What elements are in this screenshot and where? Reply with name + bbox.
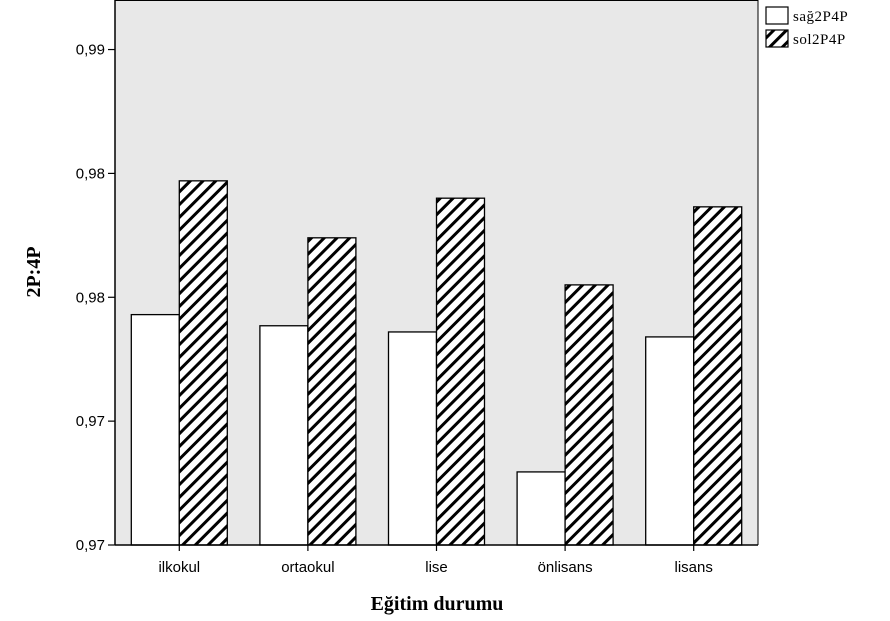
legend-label-sol: sol2P4P (793, 32, 846, 48)
legend-swatch-sol (765, 29, 789, 48)
y-tick-label: 0,98 (76, 165, 105, 182)
bar-sag-5 (645, 336, 695, 546)
x-tick-label: lise (425, 559, 448, 576)
bar-sol-2 (307, 237, 357, 546)
y-axis-title: 2P:4P (23, 246, 45, 297)
x-ticks-group: ilkokul ortaokul lise önlisans lisans (158, 545, 713, 576)
y-tick-label: 0,97 (76, 537, 105, 554)
bar-sag-4 (516, 471, 566, 546)
x-tick-label: önlisans (538, 559, 593, 576)
legend-label-sag: sağ2P4P (793, 9, 848, 25)
x-axis-title: Eğitim durumu (371, 593, 504, 615)
legend: sağ2P4P sol2P4P (765, 6, 848, 48)
x-tick-label: ilkokul (158, 559, 200, 576)
y-ticks-group: 0,97 0,97 0,98 0,98 0,99 (76, 42, 115, 554)
x-tick-label: lisans (675, 559, 713, 576)
bar-sag-2 (259, 325, 309, 546)
bar-sol-4 (564, 284, 614, 546)
x-tick-label: ortaokul (281, 559, 334, 576)
y-tick-label: 0,98 (76, 289, 105, 306)
bar-sag-1 (130, 313, 180, 546)
bar-sol-1 (178, 180, 228, 546)
bar-sag-3 (387, 331, 438, 546)
bar-sol-5 (693, 206, 743, 546)
legend-swatch-sag (765, 6, 789, 25)
bar-sol-3 (435, 197, 486, 546)
y-tick-label: 0,99 (76, 42, 105, 59)
bars-group (130, 180, 743, 546)
y-tick-label: 0,97 (76, 413, 105, 430)
